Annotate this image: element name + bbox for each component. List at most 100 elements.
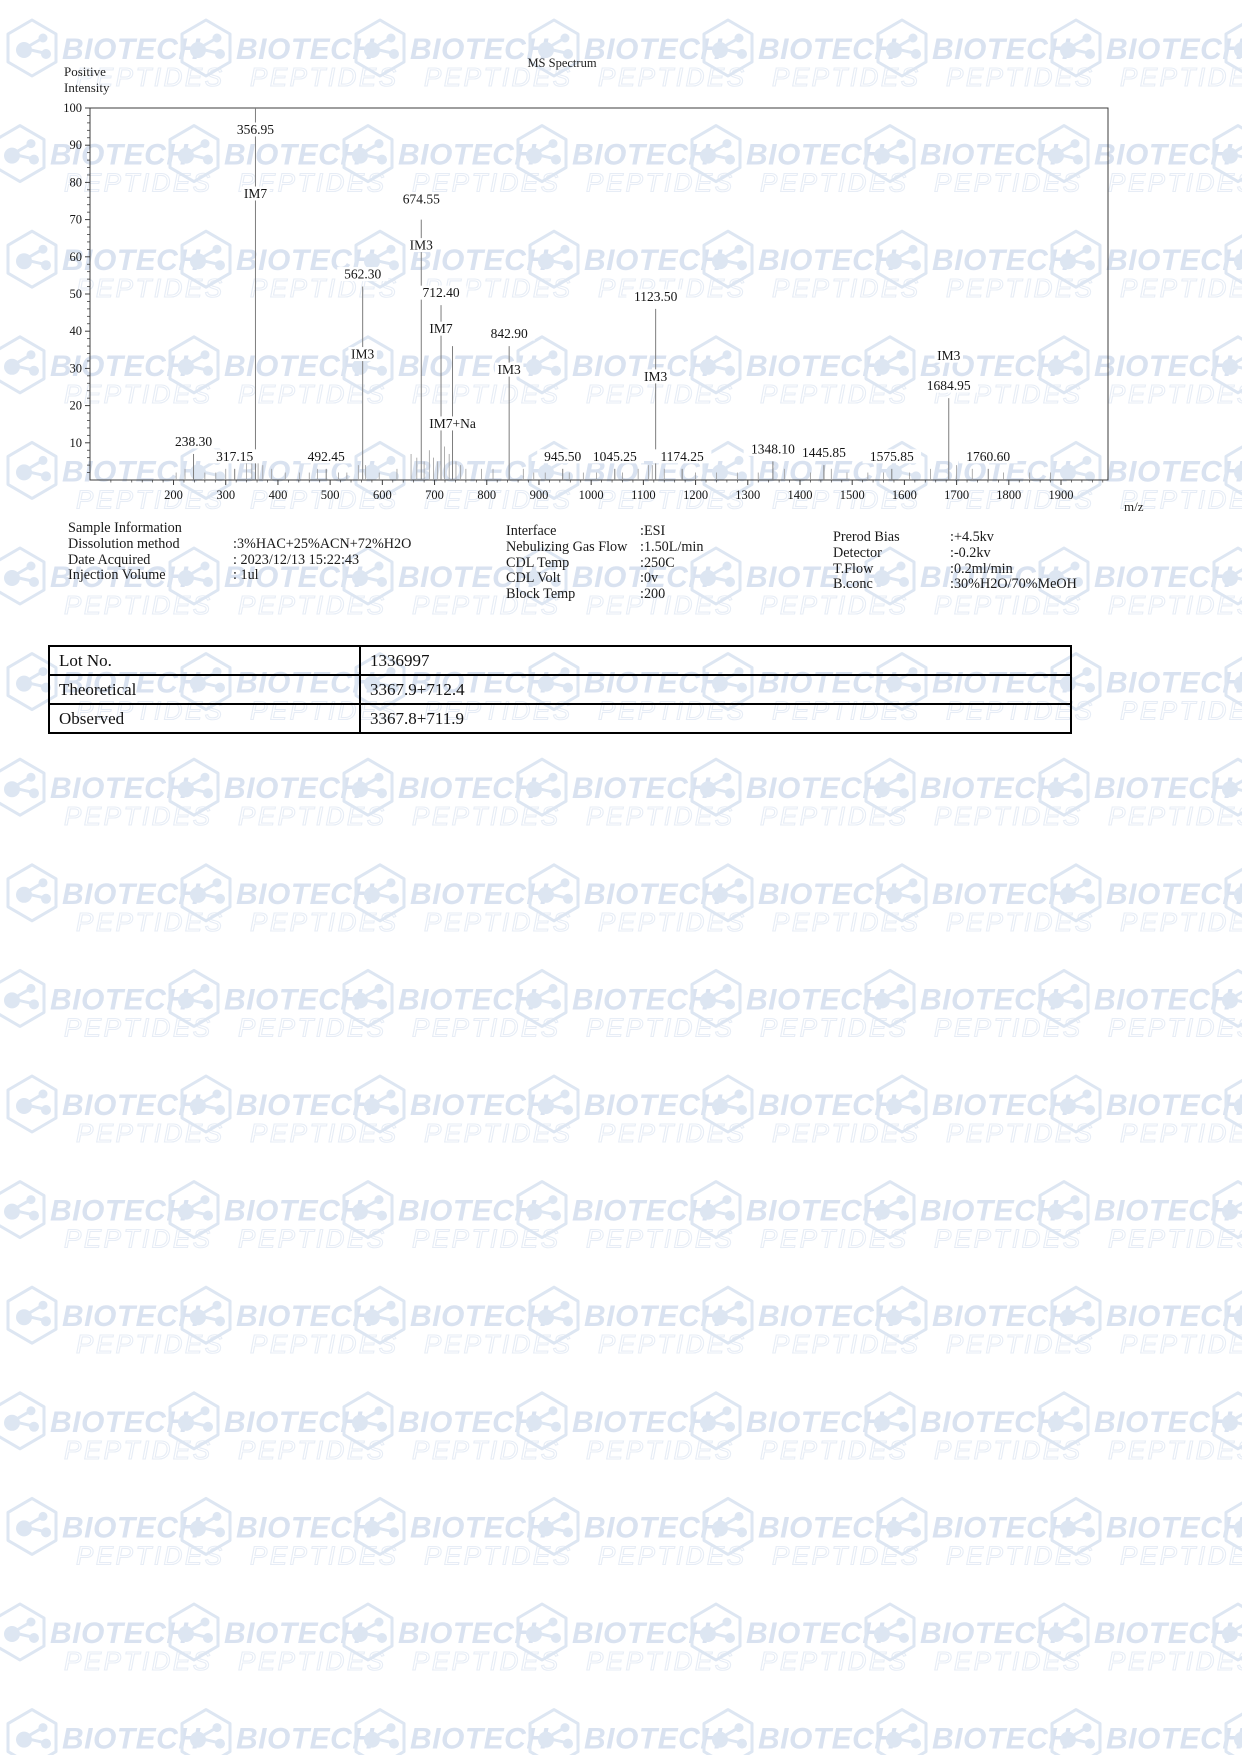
info-row: Date Acquired: 2023/12/13 15:22:43 bbox=[68, 552, 411, 569]
hexagon-molecule-icon bbox=[516, 124, 568, 184]
watermark-text-line1: BIOTECH bbox=[398, 772, 537, 805]
watermark-text-line2: PEPTIDES bbox=[946, 484, 1095, 514]
watermark-text-line1: BIOTECH bbox=[920, 1195, 1059, 1228]
hexagon-molecule-icon bbox=[1038, 1180, 1090, 1240]
watermark-text-line1: BIOTECH bbox=[572, 772, 711, 805]
watermark-text-line1: BIOTECH bbox=[1094, 1406, 1233, 1439]
watermark-text-line2: PEPTIDES bbox=[760, 590, 909, 620]
x-tick-label: 1500 bbox=[840, 488, 865, 502]
watermark-text-line2: PEPTIDES bbox=[934, 590, 1083, 620]
watermark-text-line2: PEPTIDES bbox=[946, 273, 1095, 303]
y-tick-label: 100 bbox=[63, 101, 82, 115]
hexagon-molecule-icon bbox=[528, 229, 580, 289]
y-tick-label: 60 bbox=[70, 250, 83, 264]
watermark-text-line2: PEPTIDES bbox=[586, 1224, 735, 1254]
hexagon-molecule-icon bbox=[1224, 234, 1242, 285]
info-row: T.Flow:0.2ml/min bbox=[833, 561, 1077, 578]
hexagon-molecule-icon bbox=[1224, 1712, 1242, 1755]
hexagon-molecule-icon bbox=[876, 229, 928, 289]
watermark-text-line1: BIOTECH bbox=[398, 1195, 537, 1228]
x-tick-label: 1200 bbox=[683, 488, 708, 502]
watermark-text-line2: PEPTIDES bbox=[76, 1118, 225, 1148]
watermark-text-line2: PEPTIDES bbox=[760, 1224, 909, 1254]
hexagon-molecule-icon bbox=[516, 1180, 568, 1240]
hexagon-molecule-icon bbox=[864, 968, 916, 1028]
hexagon-molecule-icon bbox=[1038, 968, 1090, 1028]
watermark-text-line2: PEPTIDES bbox=[934, 801, 1083, 831]
hexagon-molecule-icon bbox=[6, 440, 58, 500]
watermark-text-line1: BIOTECH bbox=[50, 350, 189, 383]
watermark-text-line1: BIOTECH bbox=[758, 1723, 897, 1755]
label-backing bbox=[862, 449, 922, 464]
watermark-text-line1: BIOTECH bbox=[584, 33, 723, 66]
hexagon-molecule-icon bbox=[342, 546, 394, 606]
info-row: B.conc:30%H2O/70%MeOH bbox=[833, 577, 1077, 593]
label-backing bbox=[919, 378, 978, 393]
watermark-text-line2: PEPTIDES bbox=[1120, 696, 1242, 726]
watermark-text-line2: PEPTIDES bbox=[64, 1646, 213, 1676]
watermark-text-line2: PEPTIDES bbox=[598, 1752, 747, 1755]
hexagon-molecule-icon bbox=[342, 968, 394, 1028]
watermark-text-line2: PEPTIDES bbox=[598, 484, 747, 514]
watermark-text-line2: PEPTIDES bbox=[412, 590, 561, 620]
watermark-text-line1: BIOTECH bbox=[1094, 139, 1233, 172]
info-column-3: Prerod Bias:+4.5kv Detector:-0.2kv T.Flow:… bbox=[833, 529, 1077, 593]
watermark-text-line1: BIOTECH bbox=[224, 1406, 363, 1439]
hexagon-molecule-icon bbox=[168, 1602, 220, 1662]
watermark-text-line1: BIOTECH bbox=[572, 983, 711, 1016]
watermark-text-line2: PEPTIDES bbox=[946, 1118, 1095, 1148]
watermark-text-line1: BIOTECH bbox=[50, 983, 189, 1016]
info-value: : 1ul bbox=[233, 567, 259, 584]
watermark-text-line1: BIOTECH bbox=[398, 1406, 537, 1439]
watermark-text-line1: BIOTECH bbox=[584, 1723, 723, 1755]
watermark-text-line1: BIOTECH bbox=[758, 1089, 897, 1122]
label-backing bbox=[407, 238, 436, 253]
info-row: Interface:ESI bbox=[506, 523, 703, 540]
info-row: Injection Volume: 1ul bbox=[68, 568, 411, 584]
hexagon-molecule-icon bbox=[1212, 546, 1242, 606]
watermark-text-line1: BIOTECH bbox=[1106, 1300, 1242, 1333]
hexagon-molecule-icon bbox=[354, 1285, 406, 1345]
info-label: Detector bbox=[833, 544, 882, 561]
watermark-text-line2: PEPTIDES bbox=[772, 1118, 921, 1148]
hexagon-molecule-icon bbox=[864, 1180, 916, 1240]
peak-mz-label: 712.40 bbox=[422, 285, 459, 300]
info-value: :+4.5kv bbox=[950, 529, 994, 545]
watermark-text-line1: BIOTECH bbox=[746, 1195, 885, 1228]
watermark-text-line1: BIOTECH bbox=[1106, 455, 1242, 488]
info-value: :30%H2O/70%MeOH bbox=[950, 576, 1077, 593]
peak-ion-label: IM3 bbox=[351, 347, 374, 362]
watermark-text-line2: PEPTIDES bbox=[946, 62, 1095, 92]
watermark-text-line2: PEPTIDES bbox=[424, 1752, 573, 1755]
hexagon-molecule-icon bbox=[528, 863, 580, 923]
hexagon-molecule-icon bbox=[168, 124, 220, 184]
watermark-text-line2: PEPTIDES bbox=[238, 1646, 387, 1676]
chart-title: MS Spectrum bbox=[527, 56, 597, 70]
hexagon-molecule-icon bbox=[1050, 1074, 1102, 1134]
info-column-2: Interface:ESI Nebulizing Gas Flow:1.50L/m… bbox=[506, 523, 703, 603]
watermark-text-line2: PEPTIDES bbox=[946, 1329, 1095, 1359]
peak-ion-label: IM7 bbox=[244, 186, 267, 201]
hexagon-molecule-icon bbox=[354, 229, 406, 289]
watermark-text-line1: BIOTECH bbox=[1106, 244, 1242, 277]
hexagon-molecule-icon bbox=[1224, 1078, 1242, 1130]
hexagon-molecule-icon bbox=[516, 757, 568, 817]
x-tick-label: 200 bbox=[164, 488, 183, 502]
x-tick-label: 1300 bbox=[735, 488, 760, 502]
watermark-text-line1: BIOTECH bbox=[758, 33, 897, 66]
hexagon-molecule-icon bbox=[6, 1496, 58, 1556]
info-label: Dissolution method bbox=[68, 535, 180, 552]
